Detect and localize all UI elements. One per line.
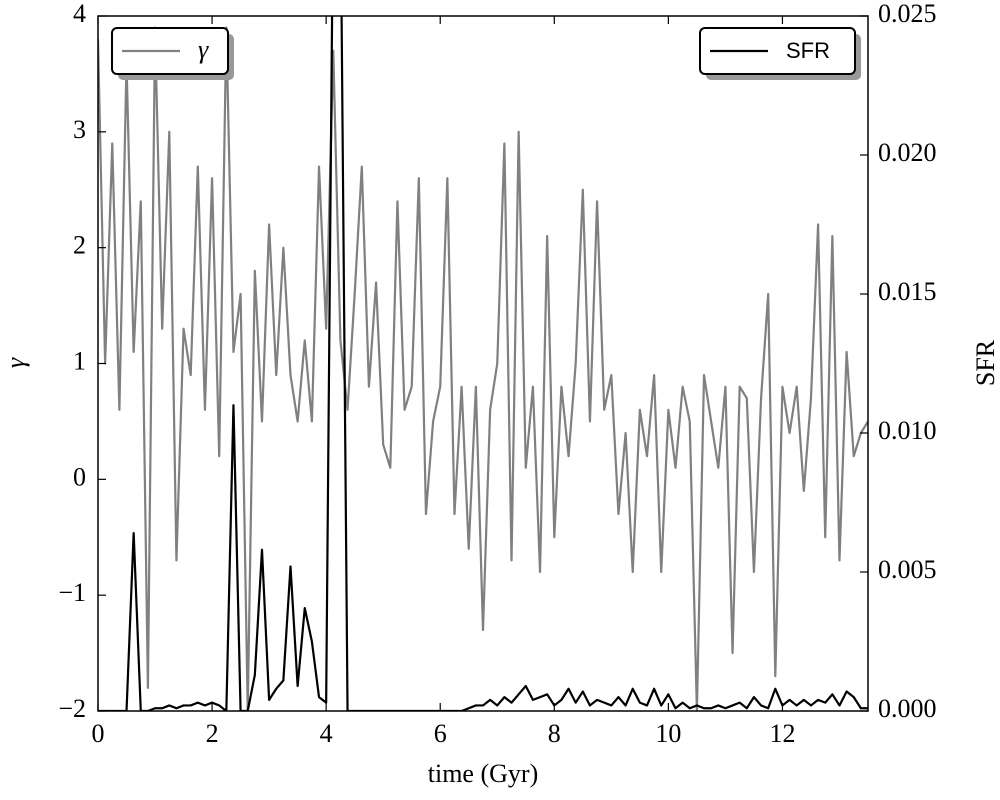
x-tick-label: 0 xyxy=(92,719,105,748)
y-tick-label: 0 xyxy=(73,462,86,491)
y-tick-label: 4 xyxy=(73,0,86,28)
legend-label: γ xyxy=(198,35,209,64)
y2-tick-label: 0.020 xyxy=(878,138,937,167)
x-tick-label: 8 xyxy=(548,719,561,748)
line-series xyxy=(98,16,868,711)
x-axis-label: time (Gyr) xyxy=(428,759,538,788)
y2-tick-label: 0.015 xyxy=(878,277,937,306)
y2-axis-label: SFR xyxy=(971,339,1000,386)
y-axis-label: γ xyxy=(1,357,30,368)
legend-box xyxy=(699,27,856,75)
y-tick-label: 3 xyxy=(73,115,86,144)
y-tick-label: 1 xyxy=(73,346,86,375)
y2-tick-label: 0.010 xyxy=(878,416,937,445)
legend-label: SFR xyxy=(786,38,830,63)
x-tick-label: 4 xyxy=(320,719,333,748)
y2-tick-label: 0.005 xyxy=(878,555,937,584)
y-tick-label: 2 xyxy=(73,231,86,260)
y2-tick-label: 0.025 xyxy=(878,0,937,28)
plot-lines xyxy=(98,16,868,711)
x-tick-label: 6 xyxy=(434,719,447,748)
y-tick-label: −2 xyxy=(58,694,86,723)
x-tick-label: 2 xyxy=(206,719,219,748)
line-series xyxy=(98,26,868,711)
y2-tick-label: 0.000 xyxy=(878,694,937,723)
x-tick-label: 12 xyxy=(769,719,795,748)
x-tick-label: 10 xyxy=(655,719,681,748)
y-tick-label: −1 xyxy=(58,578,86,607)
